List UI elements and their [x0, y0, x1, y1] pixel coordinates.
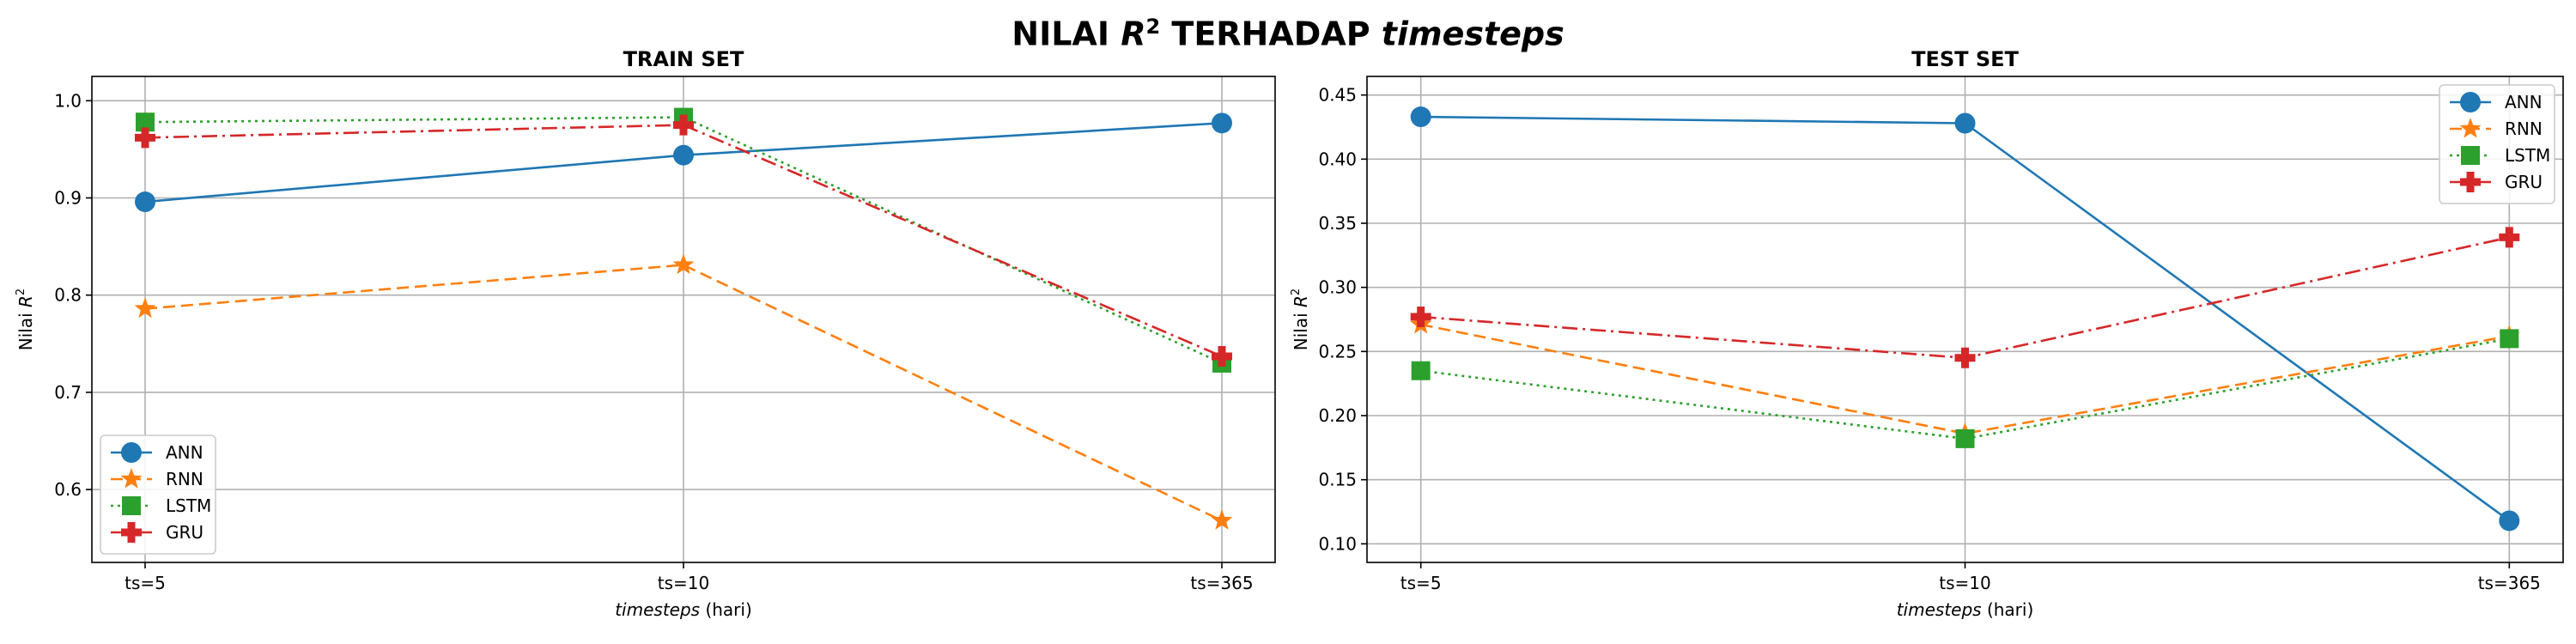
legend-marker-gru — [2460, 172, 2481, 192]
y-tick-label: 0.20 — [1318, 405, 1357, 426]
legend-marker-rnn — [2459, 118, 2482, 138]
data-point-gru — [1410, 307, 1431, 328]
data-point-ann — [1954, 112, 1976, 134]
y-axis-label-text: Nilai — [1291, 307, 1311, 350]
data-point-gru — [1211, 346, 1232, 368]
legend: ANN RNN LSTM GRU — [100, 434, 216, 555]
x-axis-label-italic: timesteps — [1897, 599, 1982, 620]
x-tick-label: ts=5 — [1400, 573, 1442, 593]
data-point-gru — [135, 127, 156, 149]
chart-panel-1: 0.6 0.7 0.8 0.9 1.0 ts=5 ts=10 ts=365 TRAIN SET t… — [15, 47, 1276, 620]
y-tick-label: 0.6 — [54, 479, 82, 500]
series-gru — [135, 114, 1232, 368]
figure-title: NILAI R2 TERHADAP timesteps — [1012, 15, 1564, 53]
data-point-rnn — [672, 253, 695, 275]
y-tick-label: 0.15 — [1318, 470, 1357, 490]
data-point-lstm — [1411, 361, 1431, 380]
x-tick-label: ts=10 — [658, 573, 709, 593]
x-axis-label-rest: (hari) — [700, 599, 752, 620]
y-axis-label-symbol: R — [15, 295, 36, 307]
y-axis-label: Nilai R2 — [1290, 289, 1311, 350]
data-point-gru — [1954, 347, 1976, 368]
x-axis-label-italic: timesteps — [615, 599, 700, 620]
series-line-rnn — [1420, 323, 2510, 435]
y-tick-label: 0.40 — [1318, 149, 1357, 169]
legend-marker-lstm — [2461, 146, 2480, 165]
legend-marker-ann — [2460, 92, 2481, 112]
x-tick-label: ts=365 — [2478, 573, 2541, 593]
legend-label-lstm: LSTM — [166, 495, 211, 516]
y-tick-label: 0.30 — [1318, 277, 1357, 298]
y-tick-label: 0.10 — [1318, 533, 1357, 554]
legend-marker-rnn — [120, 468, 143, 489]
x-axis-label: timesteps (hari) — [615, 599, 752, 620]
panel-title: TEST SET — [1911, 47, 2019, 71]
x-tick-label: ts=5 — [125, 573, 166, 593]
y-tick-label: 1.0 — [54, 90, 82, 111]
series-gru — [1410, 227, 2520, 368]
legend: ANN RNN LSTM GRU — [2439, 84, 2555, 204]
y-tick-label: 0.45 — [1318, 85, 1357, 106]
legend-label-lstm: LSTM — [2505, 145, 2550, 166]
data-point-gru — [673, 114, 694, 136]
data-point-ann — [1410, 106, 1431, 128]
data-point-lstm — [1955, 428, 1975, 448]
data-point-rnn — [1211, 509, 1233, 530]
series-lstm — [1411, 329, 2519, 448]
panel-title: TRAIN SET — [623, 47, 744, 71]
legend-label-rnn: RNN — [166, 469, 204, 489]
y-tick-label: 0.8 — [54, 285, 82, 306]
x-axis-label-rest: (hari) — [1982, 599, 2034, 620]
data-point-lstm — [2500, 329, 2519, 349]
y-axis-label-exponent: 2 — [15, 289, 27, 295]
legend-label-ann: ANN — [166, 442, 204, 463]
legend-label-gru: GRU — [2505, 172, 2543, 192]
data-point-lstm — [136, 112, 155, 132]
y-tick-label: 0.9 — [54, 188, 82, 209]
x-axis-label: timesteps (hari) — [1897, 599, 2034, 620]
data-point-gru — [2499, 227, 2520, 248]
legend-marker-ann — [121, 442, 142, 463]
x-tick-label: ts=365 — [1190, 573, 1253, 593]
legend-label-ann: ANN — [2505, 92, 2543, 112]
series-ann — [135, 112, 1232, 213]
data-point-ann — [2499, 510, 2520, 532]
x-tick-label: ts=10 — [1939, 573, 1990, 593]
y-axis-label-exponent: 2 — [1290, 289, 1303, 295]
series-ann — [1410, 106, 2520, 532]
series-rnn — [134, 253, 1233, 530]
data-point-ann — [135, 191, 156, 213]
y-axis-label-text: Nilai — [15, 307, 36, 350]
series-line-lstm — [144, 116, 1223, 365]
data-point-rnn — [134, 297, 156, 319]
legend-marker-lstm — [122, 496, 141, 515]
chart-panel-2: 0.10 0.15 0.20 0.25 0.30 0.35 0.40 0.45 ts=5 ts=1… — [1290, 47, 2564, 620]
y-tick-label: 0.25 — [1318, 341, 1357, 361]
legend-label-gru: GRU — [166, 522, 204, 543]
data-point-ann — [673, 144, 694, 166]
legend-marker-gru — [121, 522, 142, 543]
y-tick-label: 0.7 — [54, 382, 82, 403]
y-tick-label: 0.35 — [1318, 213, 1357, 234]
legend-label-rnn: RNN — [2505, 118, 2543, 139]
y-axis-label: Nilai R2 — [15, 289, 36, 350]
y-axis-label-symbol: R — [1291, 295, 1311, 307]
data-point-ann — [1211, 112, 1232, 134]
